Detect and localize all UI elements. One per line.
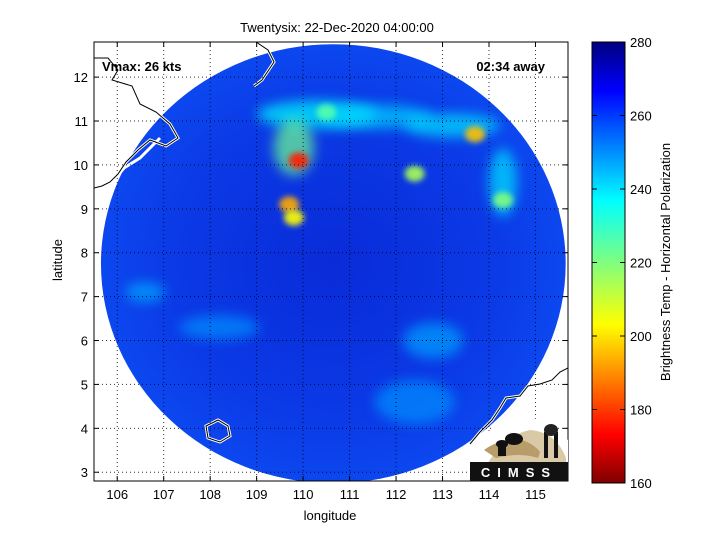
colorbar-tick-label: 220 xyxy=(630,256,652,271)
y-axis-label: latitude xyxy=(50,239,65,281)
y-tick-label: 5 xyxy=(81,377,88,392)
convection-cell-central-convection xyxy=(288,152,309,169)
colorbar-gradient xyxy=(591,41,626,484)
y-tick-label: 8 xyxy=(81,246,88,261)
convection-cell-northeast-core xyxy=(465,126,486,143)
colorbar-tick-label: 200 xyxy=(630,329,652,344)
colorbar-tick-label: 240 xyxy=(630,182,652,197)
colorbar-tick-label: 180 xyxy=(630,403,652,418)
colorbar-label: Brightness Temp - Horizontal Polarizatio… xyxy=(658,143,673,381)
y-tick-label: 11 xyxy=(75,114,89,129)
convection-cell-convection-core-3 xyxy=(283,209,304,226)
cloud-haze xyxy=(125,282,166,303)
x-tick-label: 112 xyxy=(386,487,407,502)
time-away-label: 02:34 away xyxy=(476,59,545,74)
y-tick-label: 9 xyxy=(81,202,88,217)
y-tick-label: 7 xyxy=(81,290,88,305)
colorbar-tick-label: 260 xyxy=(630,109,652,124)
convection-cell-east-cell xyxy=(404,165,425,182)
axis-ticks: 106 107 108 109 110 111 112 113 114 115 3 4 5 6 7 8 9 10 1… xyxy=(74,42,568,502)
plot-frame xyxy=(93,41,569,482)
swath-disk xyxy=(101,44,566,481)
cloud-haze xyxy=(403,322,464,359)
grid-lines xyxy=(94,42,568,481)
y-tick-label: 4 xyxy=(81,421,88,436)
plot-area: 106 107 108 109 110 111 112 113 114 115 3 4 5 6 7 8 9 10 1… xyxy=(74,41,569,502)
y-tick-label: 3 xyxy=(81,465,88,480)
cloud-haze xyxy=(179,315,260,340)
convection-cell-far-east-cell xyxy=(492,192,513,209)
cimss-logo-text: CIMSS xyxy=(481,465,557,480)
colorbar-tick-label: 280 xyxy=(630,35,652,50)
vmax-label: Vmax: 26 kts xyxy=(102,59,182,74)
cloud-haze xyxy=(374,379,455,424)
y-tick-label: 12 xyxy=(74,70,88,85)
x-tick-label: 113 xyxy=(432,487,453,502)
cimss-logo: CIMSS xyxy=(470,416,568,481)
x-tick-label: 114 xyxy=(479,487,500,502)
colorbar-tick-label: 160 xyxy=(630,476,652,491)
cloud-haze xyxy=(403,113,500,138)
y-tick-label: 6 xyxy=(81,334,88,349)
y-tick-label: 10 xyxy=(74,158,88,173)
x-tick-label: 106 xyxy=(106,487,128,502)
map-title: Twentysix: 22-Dec-2020 04:00:00 xyxy=(240,20,434,35)
x-tick-label: 110 xyxy=(293,487,314,502)
x-axis-label: longitude xyxy=(304,508,357,523)
x-tick-label: 108 xyxy=(199,487,221,502)
colorbar: 160 180 200 220 240 260 280 Brightness Temp - … xyxy=(591,35,673,491)
convection-cell-northern-band xyxy=(316,104,337,121)
x-tick-label: 109 xyxy=(246,487,268,502)
x-tick-label: 115 xyxy=(525,487,546,502)
colorbar-ticks: 160 180 200 220 240 260 280 xyxy=(592,35,652,491)
x-tick-label: 111 xyxy=(340,487,360,502)
coastline-mekong-delta xyxy=(94,136,162,194)
x-tick-label: 107 xyxy=(153,487,175,502)
